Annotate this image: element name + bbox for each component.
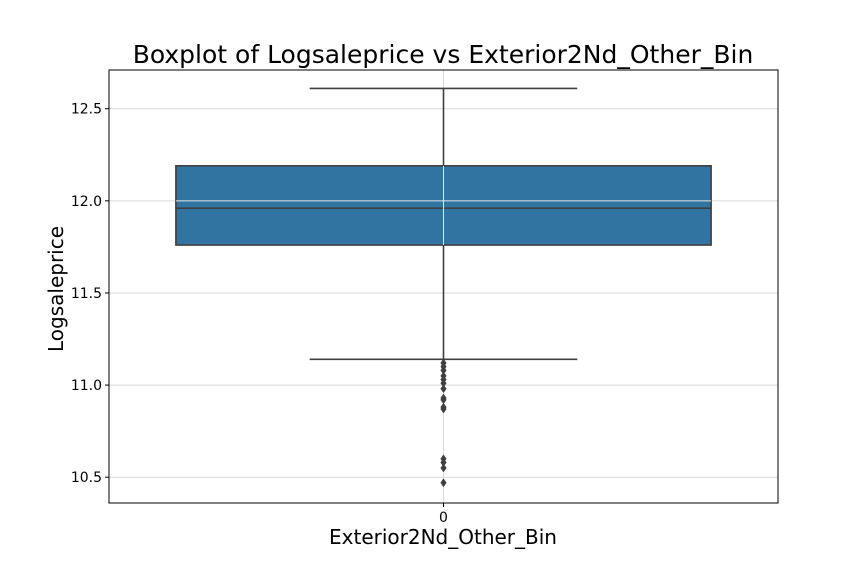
y-tick-label: 11.0 <box>71 378 102 394</box>
outlier-point <box>440 384 447 394</box>
chart-title: Boxplot of Logsaleprice vs Exterior2Nd_O… <box>133 40 754 69</box>
tick-layer: 10.5 11.0 11.5 12.0 12.5 0 <box>71 102 448 526</box>
x-tick-label: 0 <box>439 510 448 526</box>
outlier-point <box>440 463 447 473</box>
y-tick-label: 12.5 <box>71 102 102 118</box>
y-tick-label: 11.5 <box>71 286 102 302</box>
y-tick-label: 12.0 <box>71 194 102 210</box>
x-axis-label: Exterior2Nd_Other_Bin <box>329 525 557 549</box>
plot-frame <box>108 69 779 504</box>
y-axis-label: Logsaleprice <box>44 226 68 352</box>
outlier-point <box>440 478 447 488</box>
outlier-point <box>440 404 447 414</box>
y-tick-label: 10.5 <box>71 470 102 486</box>
box-layer <box>175 87 712 488</box>
